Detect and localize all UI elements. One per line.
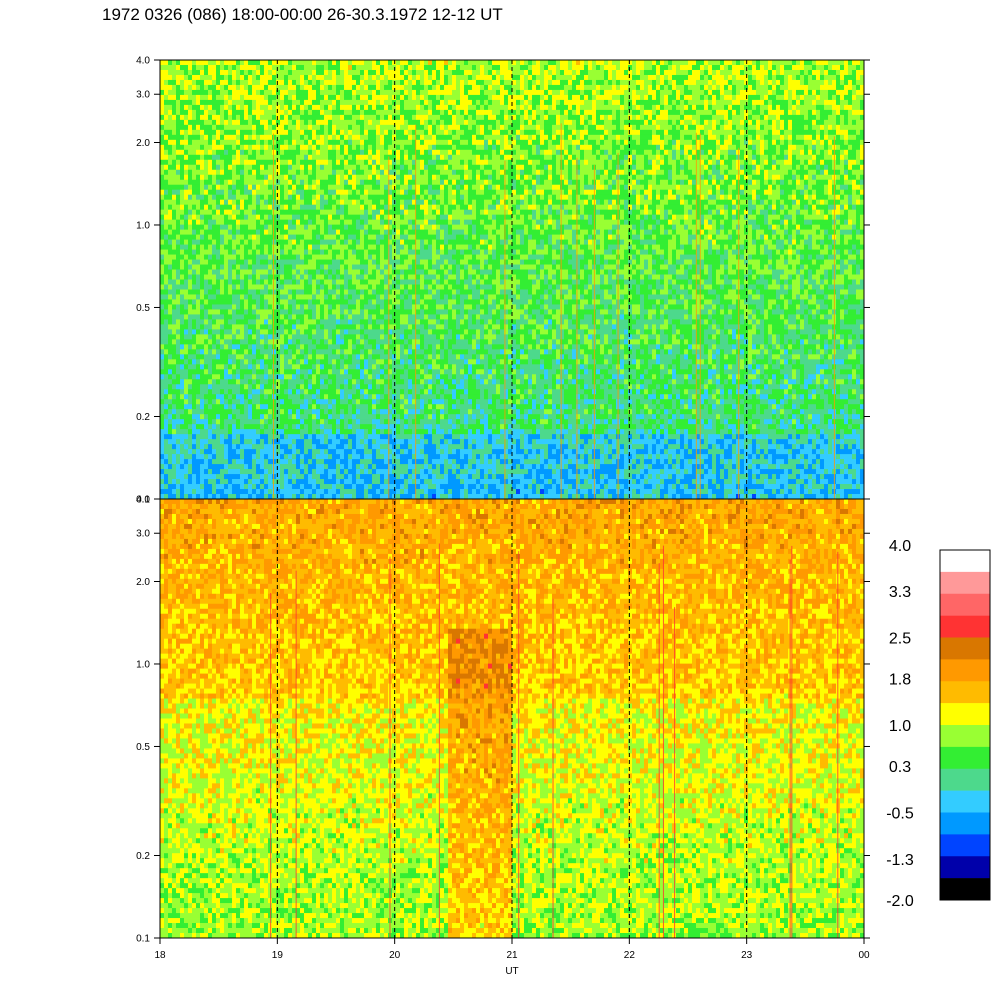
colorbar-swatch bbox=[940, 725, 990, 747]
y-tick-label-lower: 4.0 bbox=[136, 495, 150, 506]
x-tick-label: 00 bbox=[858, 950, 870, 961]
colorbar-label: 4.0 bbox=[889, 538, 911, 555]
colorbar-swatch bbox=[940, 703, 990, 725]
colorbar-swatch bbox=[940, 550, 990, 572]
y-tick-label-lower: 0.5 bbox=[136, 742, 150, 753]
colorbar-swatch bbox=[940, 856, 990, 878]
y-tick-label-lower: 0.1 bbox=[136, 934, 150, 945]
x-tick-label: 21 bbox=[506, 950, 518, 961]
colorbar-swatch bbox=[940, 594, 990, 616]
colorbar-swatch bbox=[940, 616, 990, 638]
colorbar: 4.0 3.3 2.5 1.8 1.0 0.3 -0.5 -1.3 -2.0 bbox=[886, 538, 990, 910]
colorbar-swatch bbox=[940, 572, 990, 594]
x-tick-label: 23 bbox=[741, 950, 753, 961]
colorbar-label: 2.5 bbox=[889, 631, 911, 648]
y-tick-label-lower: 2.0 bbox=[136, 577, 150, 588]
colorbar-label: 1.0 bbox=[889, 718, 911, 735]
colorbar-label: 3.3 bbox=[889, 584, 911, 601]
colorbar-label: -2.0 bbox=[886, 893, 914, 910]
y-tick-label-upper: 1.0 bbox=[136, 220, 150, 231]
y-tick-label-upper: 3.0 bbox=[136, 90, 150, 101]
y-tick-label-lower: 1.0 bbox=[136, 659, 150, 670]
colorbar-swatch bbox=[940, 638, 990, 660]
colorbar-swatch bbox=[940, 769, 990, 791]
colorbar-swatch bbox=[940, 681, 990, 703]
colorbar-swatch bbox=[940, 878, 990, 900]
colorbar-swatch bbox=[940, 747, 990, 769]
y-tick-label-upper: 0.2 bbox=[136, 412, 150, 423]
y-tick-label-lower: 3.0 bbox=[136, 529, 150, 540]
x-tick-label: 22 bbox=[624, 950, 636, 961]
colorbar-swatch bbox=[940, 834, 990, 856]
colorbar-label: 0.3 bbox=[889, 759, 911, 776]
x-tick-label: 18 bbox=[154, 950, 166, 961]
y-tick-label-upper: 0.5 bbox=[136, 303, 150, 314]
y-tick-label-upper: 4.0 bbox=[136, 56, 150, 67]
y-tick-label-upper: 2.0 bbox=[136, 138, 150, 149]
colorbar-label: -1.3 bbox=[886, 852, 914, 869]
y-tick-label-lower: 0.2 bbox=[136, 851, 150, 862]
colorbar-label: 1.8 bbox=[889, 671, 911, 688]
colorbar-label: -0.5 bbox=[886, 806, 914, 823]
colorbar-swatch bbox=[940, 813, 990, 835]
x-tick-label: 19 bbox=[272, 950, 284, 961]
colorbar-swatch bbox=[940, 791, 990, 813]
x-tick-label: 20 bbox=[389, 950, 401, 961]
colorbar-swatch bbox=[940, 659, 990, 681]
x-axis-label: UT bbox=[505, 966, 518, 977]
